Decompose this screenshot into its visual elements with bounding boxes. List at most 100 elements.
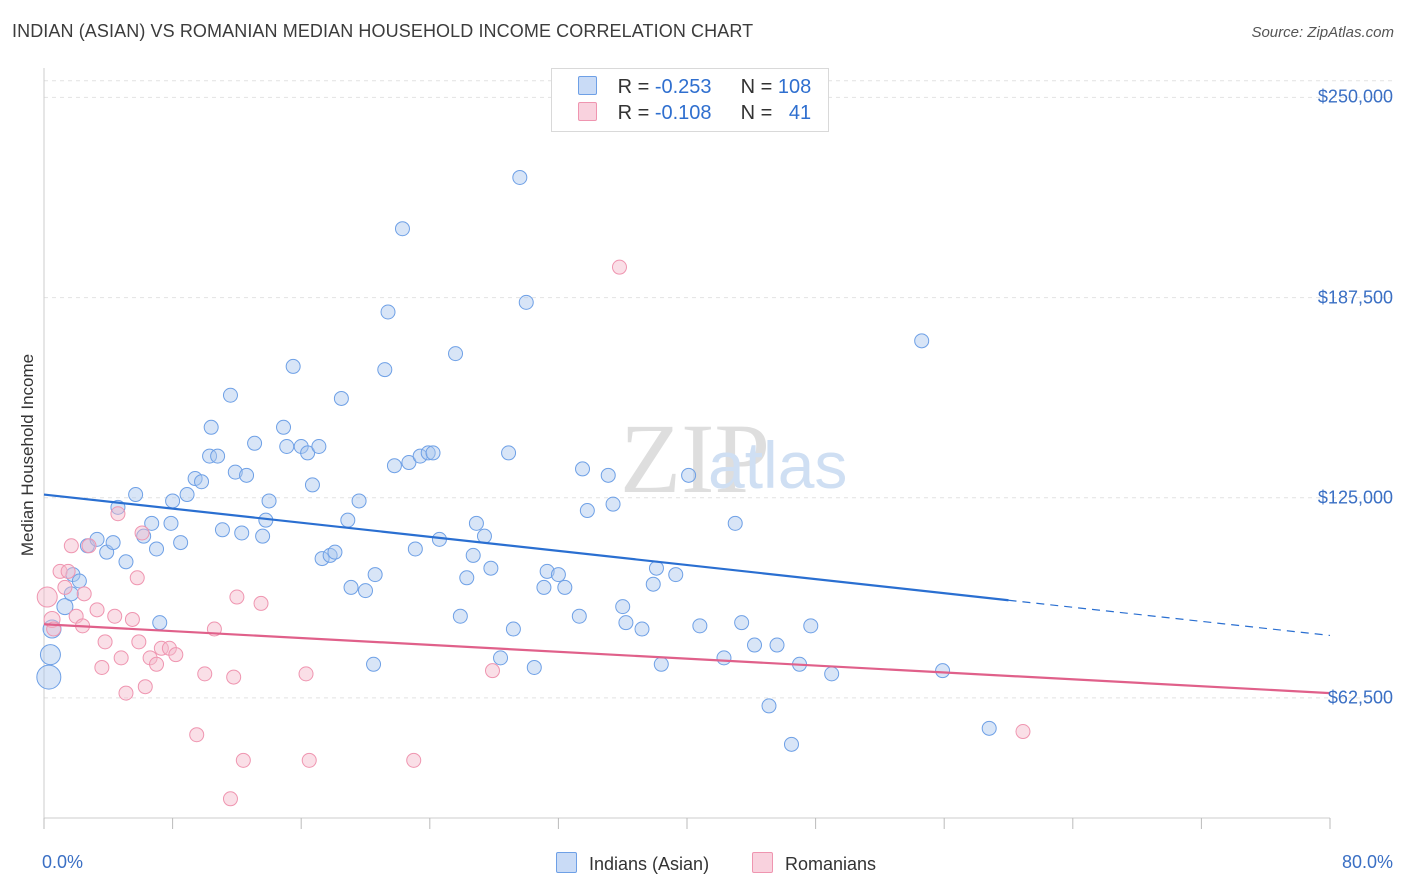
indian-data-point [333,390,349,406]
legend-swatch-blue [556,852,577,873]
indian-trend-line [43,493,1009,602]
romanian-data-point [131,634,147,650]
romanian-data-point [129,570,145,586]
indian-data-point [239,467,255,483]
indian-data-point [165,493,181,509]
indian-data-point [63,586,79,602]
indian-data-point [468,515,484,531]
indian-data-point [539,563,555,579]
romanian-data-point [36,586,58,608]
indian-data-point [692,618,708,634]
indian-data-point [210,448,226,464]
indian-data-point [255,528,271,544]
indian-data-point [493,650,509,666]
indian-data-point [526,659,542,675]
indian-data-point [634,621,650,637]
indian-data-point [118,554,134,570]
romanian-data-point [110,506,126,522]
legend-n-value: 41 [788,102,812,124]
legend-swatch-blue [578,76,597,95]
y-tick-label: $187,500 [1317,287,1393,308]
romanian-data-point [81,538,97,554]
indian-data-point [247,435,263,451]
romanian-data-point [197,666,213,682]
indian-data-point [824,666,840,682]
indian-data-point [105,535,121,551]
legend-row-romanian: R = -0.108 N = 41 [578,102,811,126]
indian-data-point [386,458,402,474]
indian-data-point [179,487,195,503]
romanian-data-point [60,563,76,579]
legend-r-value: -0.253 [654,76,712,98]
legend-row-indian: R = -0.253 N = 108 [578,76,811,100]
indian-data-point [536,579,552,595]
indian-data-point [571,608,587,624]
indian-data-point [311,439,327,454]
watermark-atlas: atlas [708,428,847,502]
indian-data-point [202,448,218,464]
indian-data-point [505,621,521,637]
legend-n-value: 108 [777,76,812,98]
legend-n-label: N = [740,102,778,124]
indian-data-point [935,663,951,679]
romanian-data-point [611,259,627,275]
indian-data-point [377,362,393,378]
legend-r-label: R = [617,102,655,124]
romanian-data-point [253,595,269,611]
indian-data-point [783,736,799,752]
indian-data-point [716,650,732,666]
indian-data-point [56,598,74,616]
indian-data-point [358,583,373,599]
y-tick-label: $250,000 [1317,86,1393,107]
legend-swatch-pink [578,102,597,121]
indian-data-point [465,547,481,563]
indian-data-point [89,531,105,547]
indian-data-point [128,487,144,503]
x-tick-min: 0.0% [42,852,84,872]
indian-data-point [512,169,528,185]
indian-data-point [550,567,566,583]
indian-data-point [304,477,320,493]
indian-data-point [39,644,61,666]
indian-data-point [761,698,777,714]
indian-data-point [152,615,168,631]
romanian-data-point [57,579,73,595]
indian-data-point [234,525,250,541]
indian-data-point [285,358,301,374]
romanian-data-point [406,752,422,768]
indian-data-point [36,664,62,690]
romanian-data-point [226,669,242,685]
romanian-data-point [189,727,205,743]
indian-data-point [300,445,316,461]
indian-data-point [149,541,165,557]
indian-data-point [600,467,616,483]
y-tick-label: $125,000 [1317,487,1393,508]
indian-data-point [476,528,492,544]
romanian-data-point [1015,724,1031,740]
indian-data-point [605,496,621,512]
indian-data-point [734,615,750,631]
romanian-data-point [107,608,123,624]
indian-data-point [579,503,595,519]
indian-trend-extension [1008,599,1331,637]
romanian-data-point [153,640,169,656]
correlation-legend: R = -0.253 N = 108 R = -0.108 N = 41 [551,68,829,132]
indian-data-point [615,599,631,615]
indian-data-point [448,346,464,362]
indian-data-point [194,474,210,490]
romanian-data-point [137,679,153,695]
legend-n-label: N = [740,76,778,98]
indian-data-point [276,419,292,435]
indian-data-point [645,576,661,592]
chart-title: INDIAN (ASIAN) VS ROMANIAN MEDIAN HOUSEH… [12,21,754,41]
legend-r-value: -0.108 [654,102,712,124]
x-tick-max: 80.0% [1341,852,1393,872]
romanian-data-point [298,666,314,682]
romanian-data-point [52,563,68,579]
indian-data-point [314,551,330,567]
indian-data-point [367,567,383,583]
romanian-data-point [89,602,105,618]
indian-data-point [483,560,499,576]
indian-data-point [279,439,295,454]
